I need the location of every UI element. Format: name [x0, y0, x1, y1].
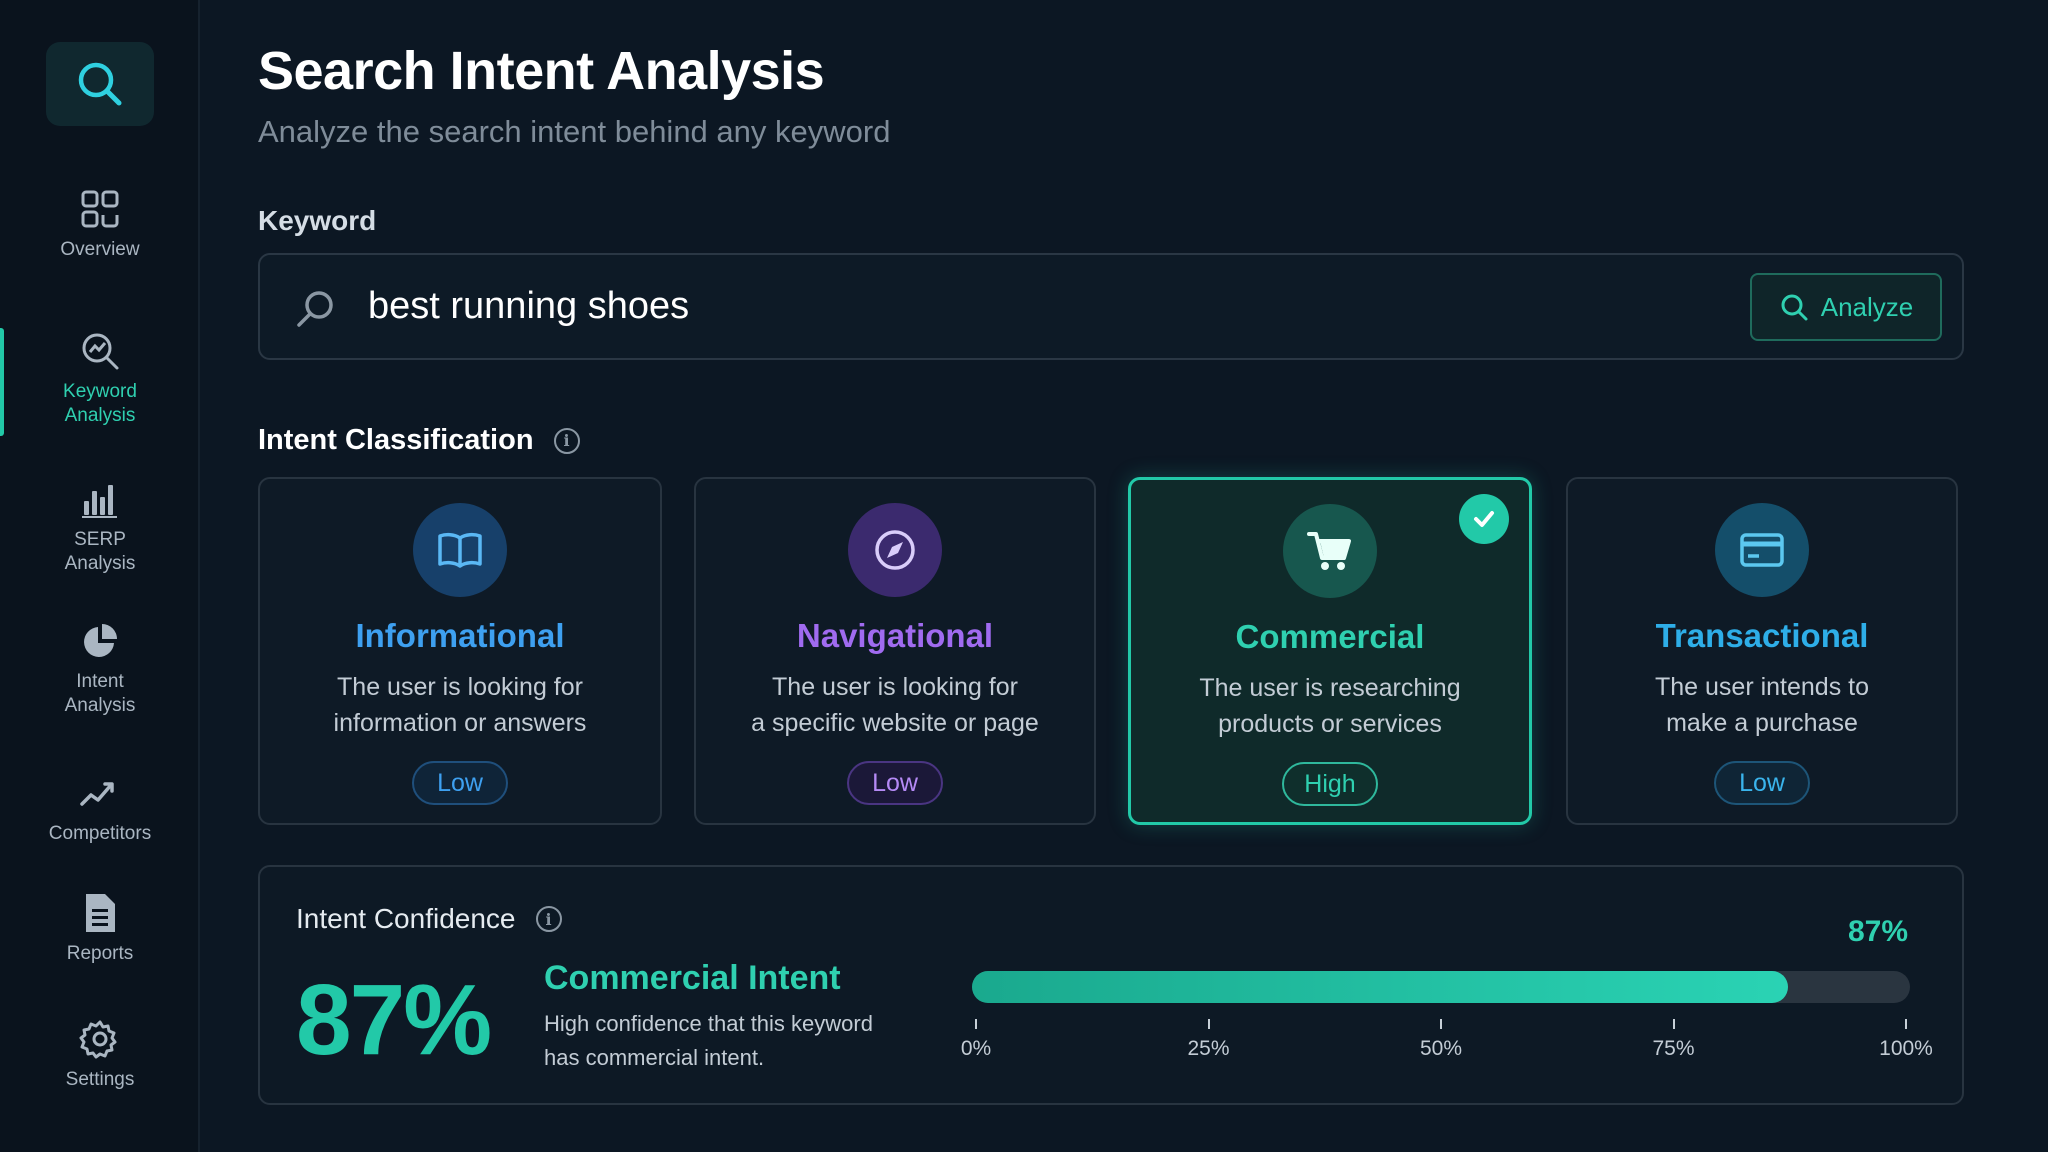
- sidebar-item-label: Intent Analysis: [64, 671, 136, 716]
- sidebar-item-overview[interactable]: Overview: [0, 186, 200, 262]
- intent-description: The user is looking for a specific websi…: [751, 673, 1039, 737]
- confidence-progress-fill: [972, 971, 1789, 1003]
- keyword-search-box[interactable]: best running shoes Analyze: [258, 253, 1964, 360]
- page-title: Search Intent Analysis: [258, 41, 825, 101]
- keyword-input[interactable]: best running shoes: [368, 285, 690, 327]
- search-icon: [78, 62, 122, 106]
- intent-name: Navigational: [796, 617, 994, 654]
- intent-level-badge: High: [1282, 762, 1378, 806]
- intent-classification-heading: Intent Classification i: [258, 424, 580, 457]
- sidebar-item-serp-analysis[interactable]: SERP Analysis: [0, 476, 200, 576]
- confidence-title: Intent Confidence: [296, 903, 516, 934]
- grid-icon: [80, 186, 120, 232]
- progress-tick: [1207, 1019, 1210, 1029]
- intent-card-informational[interactable]: Informational The user is looking for in…: [258, 477, 662, 825]
- intent-name: Informational: [355, 617, 565, 654]
- active-indicator: [0, 328, 4, 436]
- progress-tick: [1672, 1019, 1675, 1029]
- info-icon[interactable]: i: [535, 906, 562, 932]
- logo-search-button[interactable]: [46, 42, 154, 126]
- progress-percent-label: 87%: [1847, 915, 1908, 948]
- sidebar-item-label: Reports: [66, 943, 134, 964]
- progress-tick-label: 25%: [1187, 1037, 1230, 1060]
- intent-name: Commercial: [1235, 618, 1425, 655]
- progress-tick-label: 75%: [1652, 1037, 1695, 1060]
- page-subtitle: Analyze the search intent behind any key…: [258, 114, 891, 149]
- sidebar-item-competitors[interactable]: Competitors: [0, 770, 200, 846]
- intent-level-badge: Low: [1714, 761, 1810, 805]
- credit-card-icon: [1715, 503, 1809, 597]
- progress-tick: [975, 1019, 977, 1029]
- progress-tick-label: 0%: [960, 1037, 992, 1060]
- intent-card-commercial[interactable]: Commercial The user is researching produ…: [1128, 477, 1532, 825]
- intent-card-transactional[interactable]: Transactional The user intends to make a…: [1566, 477, 1958, 825]
- gear-icon: [79, 1016, 121, 1062]
- sidebar: Overview Keyword Analysis SERP Analysis: [0, 0, 200, 1152]
- confidence-heading: Intent Confidence i: [296, 903, 562, 935]
- progress-tick-label: 50%: [1419, 1037, 1463, 1060]
- search-icon: [1781, 294, 1808, 321]
- intent-level-badge: Low: [412, 761, 508, 805]
- sidebar-item-label: SERP Analysis: [64, 529, 136, 574]
- confidence-description: High confidence that this keyword has co…: [544, 1011, 873, 1070]
- cart-icon: [1283, 504, 1377, 598]
- sidebar-item-label: Overview: [60, 239, 140, 260]
- intent-confidence-panel: Intent Confidence i 87% Commercial Inten…: [258, 865, 1964, 1105]
- confidence-intent-label: Commercial Intent: [544, 959, 841, 997]
- sidebar-item-label: Keyword Analysis: [63, 381, 137, 426]
- progress-tick: [1440, 1019, 1442, 1029]
- confidence-progress-track: [972, 971, 1910, 1003]
- progress-tick: [1905, 1019, 1907, 1029]
- progress-tick-label: 100%: [1879, 1037, 1933, 1060]
- confidence-value: 87%: [296, 964, 492, 1076]
- compass-icon: [848, 503, 942, 597]
- sidebar-item-settings[interactable]: Settings: [0, 1016, 200, 1092]
- analyze-button-label: Analyze: [1820, 291, 1914, 322]
- sidebar-item-keyword-analysis[interactable]: Keyword Analysis: [0, 328, 200, 428]
- intent-level-badge: Low: [847, 761, 943, 805]
- bar-chart-icon: [80, 476, 120, 522]
- info-icon[interactable]: i: [553, 427, 580, 454]
- keyword-search-icon: [79, 328, 121, 374]
- sidebar-item-label: Settings: [65, 1069, 135, 1090]
- trend-line-icon: [79, 770, 121, 816]
- pie-chart-icon: [80, 618, 120, 664]
- selected-check-icon: [1459, 494, 1509, 544]
- search-icon: [294, 287, 338, 336]
- intent-description: The user is researching products or serv…: [1199, 674, 1461, 738]
- book-icon: [413, 503, 507, 597]
- intent-description: The user intends to make a purchase: [1654, 673, 1869, 737]
- intent-card-navigational[interactable]: Navigational The user is looking for a s…: [694, 477, 1096, 825]
- sidebar-item-intent-analysis[interactable]: Intent Analysis: [0, 618, 200, 718]
- keyword-label: Keyword: [258, 205, 377, 236]
- sidebar-item-label: Competitors: [48, 823, 152, 844]
- section-title-text: Intent Classification: [258, 424, 534, 456]
- intent-description: The user is looking for information or a…: [333, 673, 587, 737]
- analyze-button[interactable]: Analyze: [1750, 273, 1942, 341]
- document-icon: [80, 890, 120, 936]
- intent-name: Transactional: [1655, 617, 1869, 654]
- sidebar-item-reports[interactable]: Reports: [0, 890, 200, 966]
